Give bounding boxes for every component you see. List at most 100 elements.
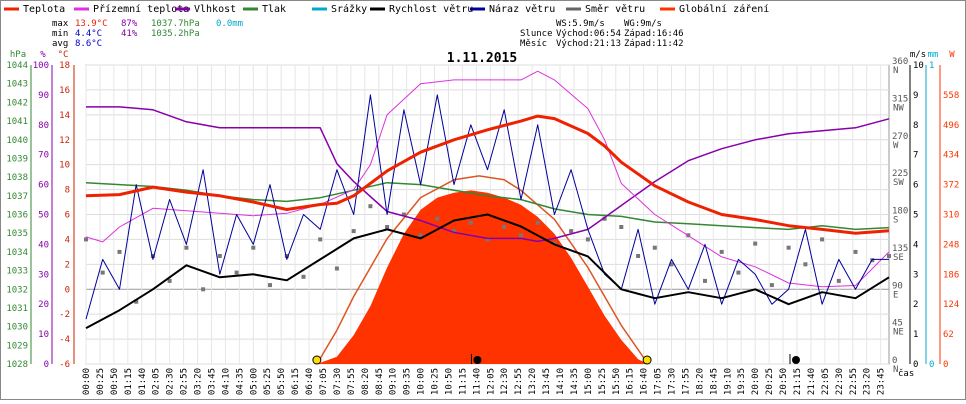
wind-direction-point — [100, 270, 105, 275]
x-tick-label: 09:10 — [389, 368, 399, 395]
x-tick-label: 00:00 — [82, 368, 92, 395]
axis-hpa-tick: 1039 — [6, 154, 28, 164]
x-tick-label: 23:45 — [877, 368, 887, 395]
axis-pct-tick: 0 — [44, 360, 49, 370]
stats-label: avg — [52, 39, 68, 49]
axis-ms-tick: 10 — [913, 61, 924, 71]
wind-direction-point — [736, 270, 741, 275]
wind-direction-point — [201, 287, 206, 292]
wind-direction-point — [401, 212, 406, 217]
wind-direction-point — [234, 270, 239, 275]
sunset-info: Západ:16:46 — [624, 29, 684, 39]
x-tick-label: 22:55 — [849, 368, 859, 395]
axis-pct-tick: 60 — [38, 181, 49, 191]
wind-direction-point — [368, 204, 373, 209]
axis-ms-tick: 1 — [913, 330, 918, 340]
sun-label: Slunce — [520, 29, 553, 39]
x-tick-label: 03:45 — [208, 368, 218, 395]
axis-hpa-tick: 1035 — [6, 229, 28, 239]
axis-temp-tick: 2 — [65, 260, 70, 270]
moon-label: Měsíc — [520, 39, 547, 49]
x-tick-label: 23:20 — [863, 368, 873, 395]
x-tick-label: 08:20 — [361, 368, 371, 395]
stats-label: max — [52, 19, 69, 29]
axis-pct-tick: 20 — [38, 300, 49, 310]
series-radiation — [86, 190, 889, 364]
axis-w-tick: 496 — [943, 121, 959, 131]
x-tick-label: 02:55 — [180, 368, 190, 395]
x-tick-label: 08:45 — [375, 368, 385, 395]
axis-dir-deg: 135 — [892, 244, 908, 254]
x-tick-label: 13:20 — [528, 368, 538, 395]
x-tick-label: 12:30 — [500, 368, 510, 395]
stats-panel: max 13.9°C 87% 1037.7hPa 0.0mm min 4.4°C 41% 103… — [52, 19, 684, 49]
moonset-marker — [473, 356, 482, 364]
axis-temp-label: °C — [58, 50, 69, 60]
axis-hpa-tick: 1038 — [6, 173, 28, 183]
axis-ms-tick: 8 — [913, 121, 918, 131]
series-temperature — [85, 114, 890, 235]
x-tick-label: 02:30 — [166, 368, 176, 395]
axis-temp-tick: 6 — [65, 211, 70, 221]
axis-pct-tick: 50 — [38, 211, 49, 221]
axis-pct-tick: 90 — [38, 91, 49, 101]
x-tick-label: 22:05 — [821, 368, 831, 395]
wind-direction-point — [284, 254, 289, 258]
x-tick-label: 05:50 — [277, 368, 287, 395]
x-tick-label: 19:10 — [723, 368, 733, 395]
chart-title: 1.11.2015 — [447, 51, 517, 66]
axis-dir-name: N — [893, 365, 898, 375]
axis-ms-label: m/s — [910, 50, 926, 60]
wind-direction-point — [268, 283, 272, 288]
sunrise-marker — [312, 355, 322, 365]
plot-series — [84, 70, 891, 365]
wind-direction-point — [184, 245, 189, 250]
series-wind-gust — [85, 94, 889, 320]
axis-dir-deg: 270 — [892, 132, 908, 142]
wind-direction-point — [251, 245, 256, 250]
axes: hPa% °C1028102910301031103210331034103510… — [6, 50, 959, 395]
wind-direction-point — [84, 237, 88, 242]
x-tick-label: 11:40 — [472, 368, 482, 395]
axis-hpa-tick: 1034 — [6, 248, 28, 258]
axis-temp-tick: 4 — [65, 235, 70, 245]
axis-temp-tick: 8 — [65, 186, 70, 196]
axis-temp-tick: 10 — [59, 161, 70, 171]
wind-direction-point — [452, 229, 456, 234]
axis-temp-tick: -4 — [59, 335, 70, 345]
legend-label: Globální záření — [679, 3, 769, 15]
wind-speed-info: WS:5.9m/s — [556, 19, 605, 29]
legend-label: Přízemní teplota — [93, 3, 189, 15]
moonrise-marker — [791, 356, 800, 364]
wind-direction-point — [820, 237, 825, 242]
wind-direction-point — [519, 233, 523, 238]
x-tick-label: 01:15 — [124, 368, 134, 395]
x-tick-label: 06:15 — [291, 368, 301, 395]
axis-temp-tick: 16 — [59, 86, 70, 96]
x-tick-label: 19:35 — [737, 368, 747, 395]
axis-pct-tick: 70 — [38, 151, 49, 161]
axis-w-tick: 248 — [943, 240, 959, 250]
wind-direction-point — [669, 262, 674, 267]
x-tick-label: 16:15 — [626, 368, 636, 395]
x-tick-label: 07:30 — [333, 368, 343, 395]
x-tick-label: 13:45 — [542, 368, 552, 395]
axis-hpa-tick: 1036 — [6, 211, 28, 221]
wind-direction-point — [485, 237, 490, 242]
wind-direction-point — [786, 245, 791, 250]
axis-ms-tick: 4 — [913, 240, 918, 250]
axis-ms-tick: 3 — [913, 270, 918, 280]
axis-hpa-tick: 1037 — [6, 192, 28, 202]
axis-hpa-tick: 1041 — [6, 117, 28, 127]
legend-label: Náraz větru — [489, 3, 555, 15]
axis-w-tick: 310 — [943, 211, 959, 221]
legend-label: Směr větru — [585, 3, 645, 15]
x-tick-label: 06:40 — [305, 368, 315, 395]
legend-label: Vlhkost — [194, 4, 236, 15]
axis-temp-tick: 14 — [59, 111, 70, 121]
wind-direction-point — [585, 237, 590, 242]
axis-hpa-tick: 1028 — [6, 360, 28, 370]
axis-dir-name: NW — [893, 103, 904, 113]
